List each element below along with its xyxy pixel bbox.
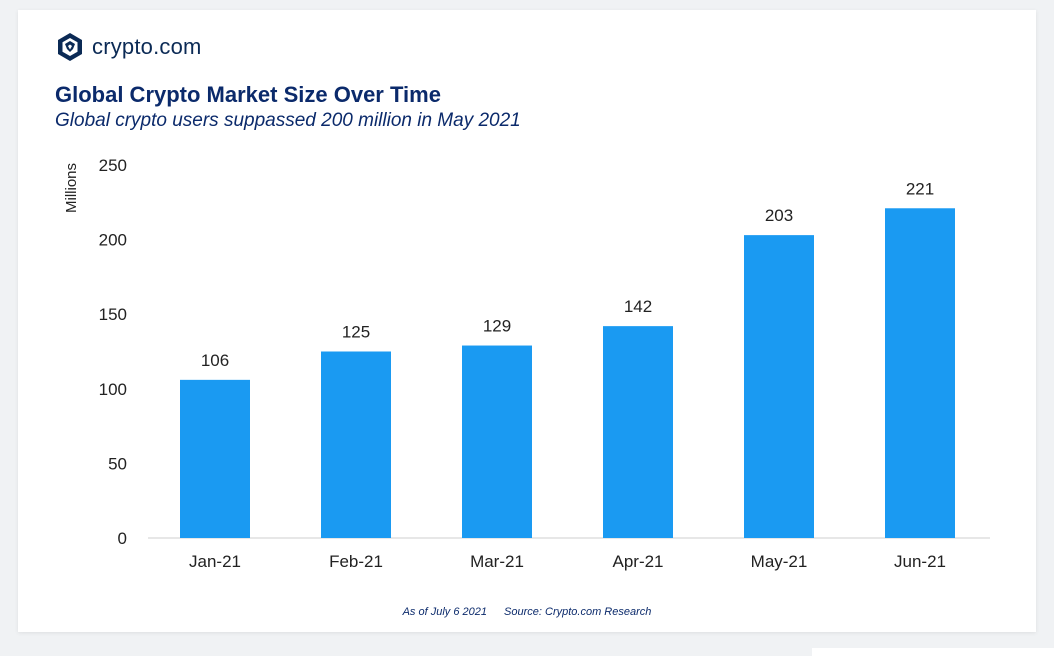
y-tick-label: 50 xyxy=(108,454,127,473)
x-tick-label: Feb-21 xyxy=(329,552,383,571)
footnote-source: Source: Crypto.com Research xyxy=(504,606,652,618)
bar-value-label: 129 xyxy=(483,317,511,336)
x-tick-label: May-21 xyxy=(751,552,808,571)
chart-card: crypto.com Global Crypto Market Size Ove… xyxy=(18,10,1036,632)
y-tick-label: 250 xyxy=(99,156,127,175)
bar xyxy=(603,326,673,538)
y-tick-label: 100 xyxy=(99,380,127,399)
footnote-date: As of July 6 2021 xyxy=(402,606,487,618)
bar xyxy=(885,208,955,538)
bar xyxy=(462,345,532,538)
chart-subtitle: Global crypto users suppassed 200 millio… xyxy=(55,110,521,131)
x-tick-label: Apr-21 xyxy=(612,552,663,571)
bar-value-label: 125 xyxy=(342,323,370,342)
x-tick-label: Jan-21 xyxy=(189,552,241,571)
bar-chart: 0 50 100 150 200 250 Millions 106 Jan-21 125 Feb-2… xyxy=(63,156,990,571)
brand: crypto.com xyxy=(56,32,202,62)
bar-value-label: 221 xyxy=(906,179,934,198)
bar-value-label: 142 xyxy=(624,297,652,316)
x-tick-label: Jun-21 xyxy=(894,552,946,571)
bar xyxy=(744,235,814,538)
y-tick-label: 0 xyxy=(118,529,127,548)
brand-name: crypto.com xyxy=(92,34,202,59)
crypto-com-logo-icon xyxy=(58,33,82,61)
bar-value-label: 203 xyxy=(765,206,793,225)
bar xyxy=(321,351,391,538)
y-tick-label: 200 xyxy=(99,231,127,250)
y-tick-label: 150 xyxy=(99,305,127,324)
chart-title: Global Crypto Market Size Over Time xyxy=(55,82,441,107)
corner-patch xyxy=(812,648,1054,656)
footnote: As of July 6 2021 Source: Crypto.com Res… xyxy=(18,606,1036,618)
bar-value-label: 106 xyxy=(201,351,229,370)
y-axis-label: Millions xyxy=(63,163,80,213)
bar xyxy=(180,379,250,538)
x-tick-label: Mar-21 xyxy=(470,552,524,571)
